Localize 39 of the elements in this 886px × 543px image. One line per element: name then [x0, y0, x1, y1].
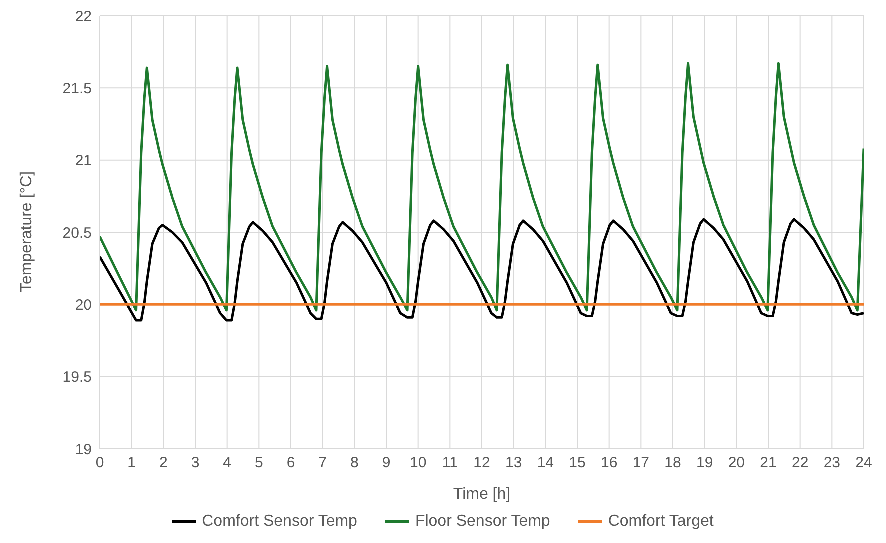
line-series	[100, 62, 864, 312]
y-tick-label: 19	[75, 441, 92, 458]
x-tick-label: 10	[410, 454, 427, 472]
y-tick-label: 20.5	[62, 224, 92, 242]
x-tick-label: 6	[286, 454, 296, 472]
y-tick-label: 21	[75, 152, 92, 170]
x-tick-label: 1	[128, 454, 136, 472]
line-series	[100, 218, 864, 322]
x-tick-label: 7	[318, 454, 328, 472]
legend-label: Floor Sensor Temp	[414, 513, 550, 531]
x-tick-label: 4	[223, 454, 232, 472]
x-tick-label: 0	[96, 454, 104, 472]
x-tick-label: 9	[382, 454, 391, 472]
x-tick-label: 12	[474, 454, 490, 472]
x-tick-label: 13	[505, 454, 522, 472]
x-tick-label: 2	[159, 454, 168, 472]
x-tick-label: 20	[728, 454, 746, 472]
y-tick-label: 19.5	[62, 369, 92, 386]
legend-label: Comfort Sensor Temp	[201, 513, 358, 531]
x-tick-label: 8	[350, 454, 359, 472]
x-tick-label: 5	[254, 454, 264, 472]
x-tick-label: 18	[664, 454, 682, 472]
x-tick-label: 23	[824, 454, 841, 472]
y-axis-title: Temperature [°C]	[18, 171, 36, 292]
x-tick-label: 3	[191, 454, 200, 472]
x-tick-label: 14	[537, 454, 554, 472]
x-tick-label: 16	[600, 454, 618, 472]
x-tick-label: 22	[792, 454, 809, 472]
x-tick-label: 21	[760, 454, 777, 472]
x-axis-title: Time [h]	[453, 486, 511, 503]
x-tick-label: 19	[696, 454, 714, 472]
y-tick-label: 21.5	[62, 80, 92, 98]
y-tick-label: 22	[75, 8, 92, 26]
x-tick-label: 17	[632, 454, 650, 472]
y-tick-label: 20	[75, 296, 92, 314]
x-tick-label: 11	[442, 454, 458, 472]
x-tick-label: 15	[569, 454, 586, 472]
legend-label: Comfort Target	[607, 513, 714, 531]
x-tick-label: 24	[856, 454, 872, 472]
